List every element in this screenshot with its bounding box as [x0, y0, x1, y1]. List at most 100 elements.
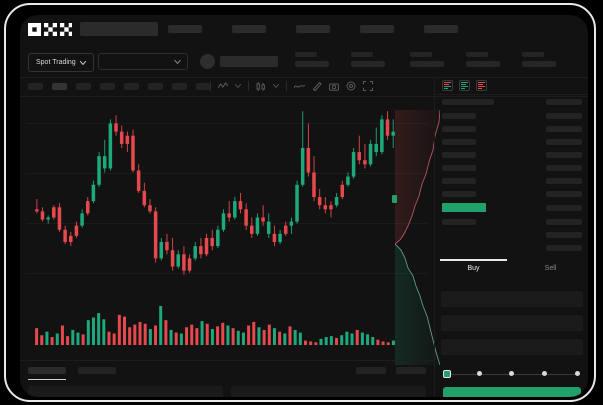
ask-size[interactable] [546, 113, 582, 119]
chart-type-icon[interactable] [256, 81, 266, 91]
slider-handle[interactable] [443, 370, 451, 378]
timeframe-2[interactable] [76, 83, 91, 90]
orderbook-asks-icon[interactable] [476, 80, 487, 91]
slider-stop-100[interactable] [575, 371, 580, 376]
tab-sell[interactable]: Sell [544, 265, 557, 272]
timeframe-0[interactable] [28, 83, 43, 90]
pencil-icon[interactable] [312, 81, 322, 91]
timeframe-6[interactable] [172, 83, 187, 90]
ticker-stat-1 [351, 52, 385, 67]
ask-row[interactable] [442, 139, 476, 145]
ask-row[interactable] [442, 178, 476, 184]
last-price-size [546, 205, 582, 211]
bid-size[interactable] [546, 245, 582, 251]
chevron-down-icon[interactable] [273, 84, 279, 88]
ticker-stat-4 [522, 52, 556, 67]
ticker-stat-3 [466, 52, 500, 67]
ask-size[interactable] [546, 165, 582, 171]
volume-series [35, 306, 395, 345]
orderbook-header [435, 77, 588, 95]
orders-tab-underline [28, 379, 66, 380]
nav-item-3[interactable] [360, 25, 394, 33]
compare-icon[interactable] [294, 83, 305, 90]
orders-tab-1[interactable] [78, 367, 116, 374]
app-header [20, 15, 588, 45]
coin-avatar [200, 54, 215, 69]
submit-buy-button[interactable] [443, 387, 581, 397]
order-field-1[interactable] [441, 315, 583, 331]
settings-gear-icon[interactable] [346, 81, 356, 91]
order-form-tabs: Buy Sell [435, 259, 588, 283]
nav-item-2[interactable] [296, 25, 330, 33]
ask-row[interactable] [442, 113, 476, 119]
fullscreen-icon[interactable] [363, 81, 373, 91]
nav-item-0[interactable] [168, 25, 202, 33]
candlestick-series [35, 111, 395, 275]
order-book[interactable] [435, 95, 588, 257]
ask-row[interactable] [442, 165, 476, 171]
bid-row[interactable] [442, 219, 476, 225]
market-type-label: Spot Trading [36, 59, 76, 66]
chevron-down-icon[interactable] [235, 84, 241, 88]
ticker-stat-2 [410, 52, 444, 67]
orderbook-bids-icon[interactable] [459, 80, 470, 91]
nav-item-1[interactable] [232, 25, 266, 33]
orders-action-0[interactable] [356, 367, 386, 374]
orderbook-last-price [442, 203, 486, 212]
ask-size[interactable] [546, 126, 582, 132]
timeframe-4[interactable] [124, 83, 139, 90]
bid-size[interactable] [546, 219, 582, 225]
orderbook-col-price [442, 99, 494, 105]
ticker-stats-left [295, 52, 385, 67]
ask-size[interactable] [546, 139, 582, 145]
market-type-selector[interactable]: Spot Trading [28, 53, 94, 72]
ask-row[interactable] [442, 152, 476, 158]
bid-size[interactable] [546, 232, 582, 238]
timeframe-7[interactable] [196, 83, 211, 90]
slider-stop-75[interactable] [542, 371, 547, 376]
timeframe-3[interactable] [100, 83, 115, 90]
timeframe-group [28, 83, 211, 90]
search-input[interactable] [80, 22, 158, 36]
orders-actions [356, 367, 426, 374]
timeframe-1[interactable] [52, 83, 67, 90]
header-nav [168, 25, 458, 33]
orderbook-both-icon[interactable] [442, 80, 453, 91]
okx-logo[interactable] [28, 23, 72, 36]
pair-name [220, 56, 278, 67]
buy-tab-underline [440, 259, 507, 261]
timeframe-5[interactable] [148, 83, 163, 90]
orders-body [28, 386, 426, 397]
divider [286, 81, 287, 91]
ask-size[interactable] [546, 178, 582, 184]
chevron-down-icon [174, 59, 181, 64]
orders-panel [20, 360, 434, 397]
device-bezel: Spot Trading [4, 3, 596, 402]
slider-stop-25[interactable] [477, 371, 482, 376]
market-subheader: Spot Trading [20, 45, 588, 77]
ask-size[interactable] [546, 152, 582, 158]
orders-action-1[interactable] [396, 367, 426, 374]
divider [210, 81, 211, 91]
pair-selector[interactable] [98, 53, 188, 70]
price-chart[interactable] [20, 95, 440, 365]
chart-tools [210, 81, 373, 91]
order-field-2[interactable] [441, 339, 583, 355]
order-field-0[interactable] [441, 291, 583, 307]
chart-toolbar [20, 77, 588, 97]
ask-row[interactable] [442, 191, 476, 197]
slider-stop-50[interactable] [509, 371, 514, 376]
nav-item-4[interactable] [424, 25, 458, 33]
amount-percent-slider[interactable] [443, 370, 581, 378]
camera-icon[interactable] [329, 82, 339, 91]
tab-buy[interactable]: Buy [467, 265, 480, 272]
ask-row[interactable] [442, 126, 476, 132]
orders-tabs [28, 367, 116, 374]
orders-tab-0[interactable] [28, 367, 66, 374]
app-screen: Spot Trading [20, 15, 588, 397]
indicators-icon[interactable] [218, 82, 228, 90]
divider [248, 81, 249, 91]
ask-size[interactable] [546, 191, 582, 197]
ticker-stat-0 [295, 52, 329, 67]
